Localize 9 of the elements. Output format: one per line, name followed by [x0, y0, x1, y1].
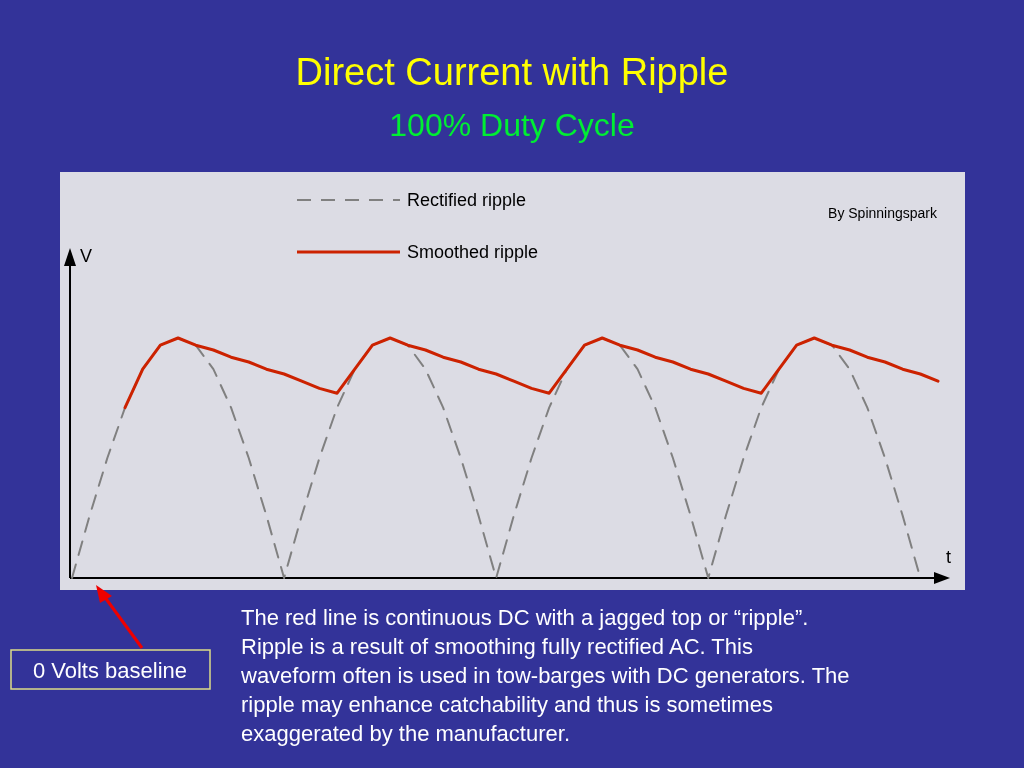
- chart-subtitle: 100% Duty Cycle: [389, 107, 635, 143]
- text: By Spinningspark: [828, 205, 938, 221]
- legend-label: Rectified ripple: [407, 190, 527, 210]
- y-axis-title: V: [80, 246, 93, 266]
- legend-label: Smoothed ripple: [407, 242, 539, 262]
- text: 0 Volts baseline: [32, 658, 188, 683]
- text: The red line is continuous DC with a jagged top or “ripple”. Ripple is a result of smoothing fully rectified AC. This waveform often is used in tow-barges with DC generators. The ripple may enhance catchability and thus is sometimes exaggerated by the manufacturer.: [240, 605, 850, 746]
- chart-title: Direct Current with Ripple: [295, 51, 729, 93]
- x-axis-title: t: [946, 547, 952, 567]
